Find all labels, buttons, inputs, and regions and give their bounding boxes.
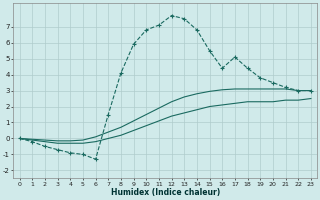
X-axis label: Humidex (Indice chaleur): Humidex (Indice chaleur) [111, 188, 220, 197]
